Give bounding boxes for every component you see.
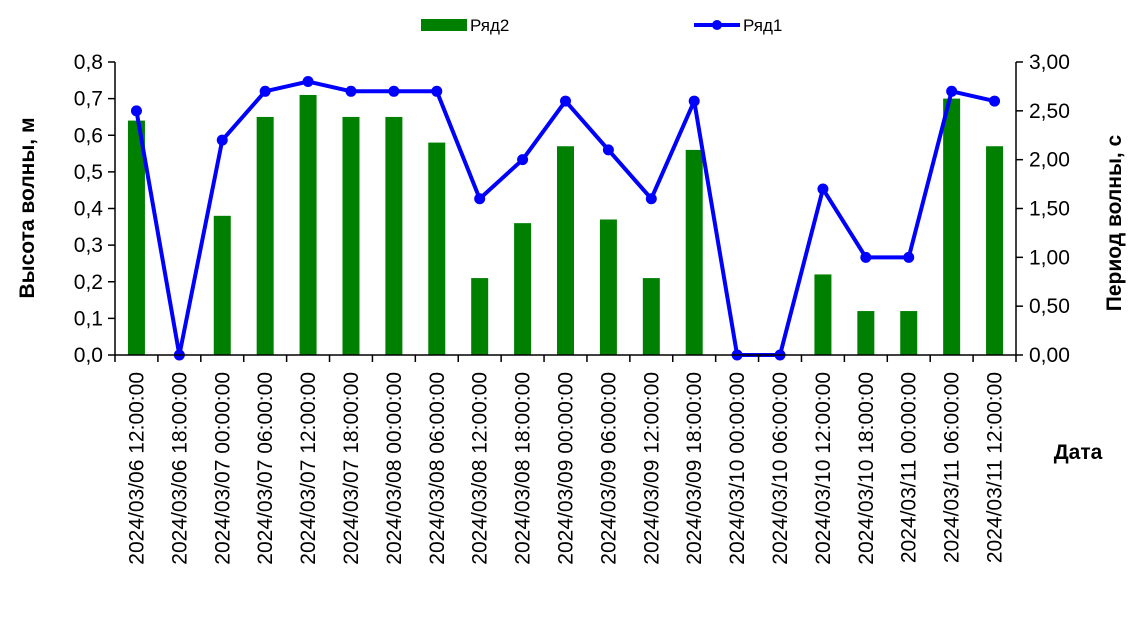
- bar: [428, 142, 446, 355]
- right-tick-label: 2,50: [1029, 100, 1070, 123]
- bar: [256, 116, 274, 355]
- x-tick-label: 2024/03/10 00:00:00: [726, 372, 749, 565]
- bar: [642, 278, 660, 355]
- legend-swatch-bar: [421, 19, 467, 31]
- line-point: [388, 85, 400, 97]
- legend-label-bar: Ряд2: [470, 16, 509, 35]
- line-point: [216, 134, 228, 146]
- x-tick-label: 2024/03/09 00:00:00: [555, 372, 578, 565]
- bar: [514, 223, 532, 355]
- bar: [299, 94, 317, 356]
- left-tick-label: 0,3: [74, 234, 103, 257]
- bar: [986, 146, 1004, 355]
- bar: [857, 311, 875, 355]
- x-tick-labels: 2024/03/06 12:00:00 2024/03/06 18:00:00 20…: [114, 355, 1017, 565]
- line-point: [817, 183, 829, 195]
- legend-label-line: Ряд1: [743, 16, 782, 35]
- bar: [814, 274, 832, 355]
- line-point: [860, 251, 872, 263]
- bar: [900, 311, 918, 355]
- x-tick-label: 2024/03/09 18:00:00: [683, 372, 706, 565]
- x-tick-label: 2024/03/11 12:00:00: [984, 372, 1007, 563]
- bar-series: [127, 94, 1004, 356]
- right-tick-label: 0,00: [1029, 344, 1070, 367]
- line-point: [345, 85, 357, 97]
- x-tick-label: 2024/03/07 06:00:00: [254, 372, 277, 565]
- line-point: [645, 193, 657, 205]
- line-point: [517, 154, 529, 166]
- line-point: [474, 193, 486, 205]
- x-tick-label: 2024/03/08 06:00:00: [426, 372, 449, 565]
- line-point: [560, 95, 571, 107]
- left-tick-label: 0,6: [74, 124, 103, 147]
- left-tick-label: 0,7: [74, 88, 103, 111]
- x-tick-label: 2024/03/06 12:00:00: [125, 372, 148, 565]
- bar: [471, 278, 489, 355]
- line-point: [130, 105, 142, 117]
- bar: [599, 219, 617, 355]
- bar: [342, 116, 360, 355]
- x-tick-label: 2024/03/11 00:00:00: [898, 372, 921, 563]
- bar: [685, 149, 703, 355]
- right-tick-label: 1,50: [1029, 198, 1070, 221]
- x-tick-label: 2024/03/10 18:00:00: [855, 372, 878, 565]
- x-tick-label: 2024/03/11 06:00:00: [941, 372, 964, 563]
- line-point: [903, 251, 915, 263]
- line-point: [946, 85, 958, 97]
- line-point: [602, 144, 614, 156]
- legend-swatch-marker: [712, 20, 722, 30]
- line-point: [431, 85, 443, 97]
- right-y-ticks: 0,00 0,50 1,00 1,50 2,00 2,50 3,00: [1016, 51, 1070, 367]
- bar: [213, 215, 231, 355]
- x-tick-label: 2024/03/09 12:00:00: [640, 372, 663, 565]
- line-point: [259, 85, 271, 97]
- right-tick-label: 3,00: [1029, 51, 1070, 74]
- left-tick-label: 0,0: [74, 344, 103, 367]
- x-tick-label: 2024/03/07 00:00:00: [211, 372, 234, 565]
- left-tick-label: 0,8: [74, 51, 103, 74]
- bar: [385, 116, 403, 355]
- line-point: [302, 76, 314, 88]
- left-tick-label: 0,5: [74, 161, 103, 184]
- x-tick-label: 2024/03/07 18:00:00: [340, 372, 363, 565]
- right-tick-label: 0,50: [1029, 295, 1070, 318]
- y-axis-title-left: Высота волны, м: [16, 118, 39, 299]
- legend: Ряд2 Ряд1: [421, 16, 782, 35]
- x-tick-label: 2024/03/07 12:00:00: [297, 372, 320, 565]
- x-tick-label: 2024/03/08 12:00:00: [469, 372, 492, 565]
- left-tick-label: 0,2: [74, 271, 103, 294]
- line-series: [130, 76, 1001, 361]
- bar: [127, 120, 145, 355]
- x-tick-label: 2024/03/10 06:00:00: [769, 372, 792, 565]
- x-tick-label: 2024/03/08 18:00:00: [512, 372, 535, 565]
- x-tick-label: 2024/03/08 00:00:00: [383, 372, 406, 565]
- x-tick-label: 2024/03/06 18:00:00: [168, 372, 191, 565]
- x-tick-label: 2024/03/09 06:00:00: [597, 372, 620, 565]
- right-tick-label: 2,00: [1029, 149, 1070, 172]
- line-point: [688, 95, 700, 107]
- line-point: [989, 95, 1001, 107]
- left-tick-label: 0,4: [74, 198, 104, 221]
- x-axis-title: Дата: [1054, 441, 1103, 464]
- bar: [557, 146, 574, 355]
- x-tick-label: 2024/03/10 12:00:00: [812, 372, 835, 565]
- bar: [943, 98, 961, 355]
- right-tick-label: 1,00: [1029, 246, 1070, 269]
- left-y-ticks: 0,0 0,1 0,2 0,3 0,4 0,5 0,6 0,7 0,8: [74, 51, 115, 367]
- left-tick-label: 0,1: [74, 307, 103, 330]
- y-axis-title-right: Период волны, с: [1103, 134, 1126, 311]
